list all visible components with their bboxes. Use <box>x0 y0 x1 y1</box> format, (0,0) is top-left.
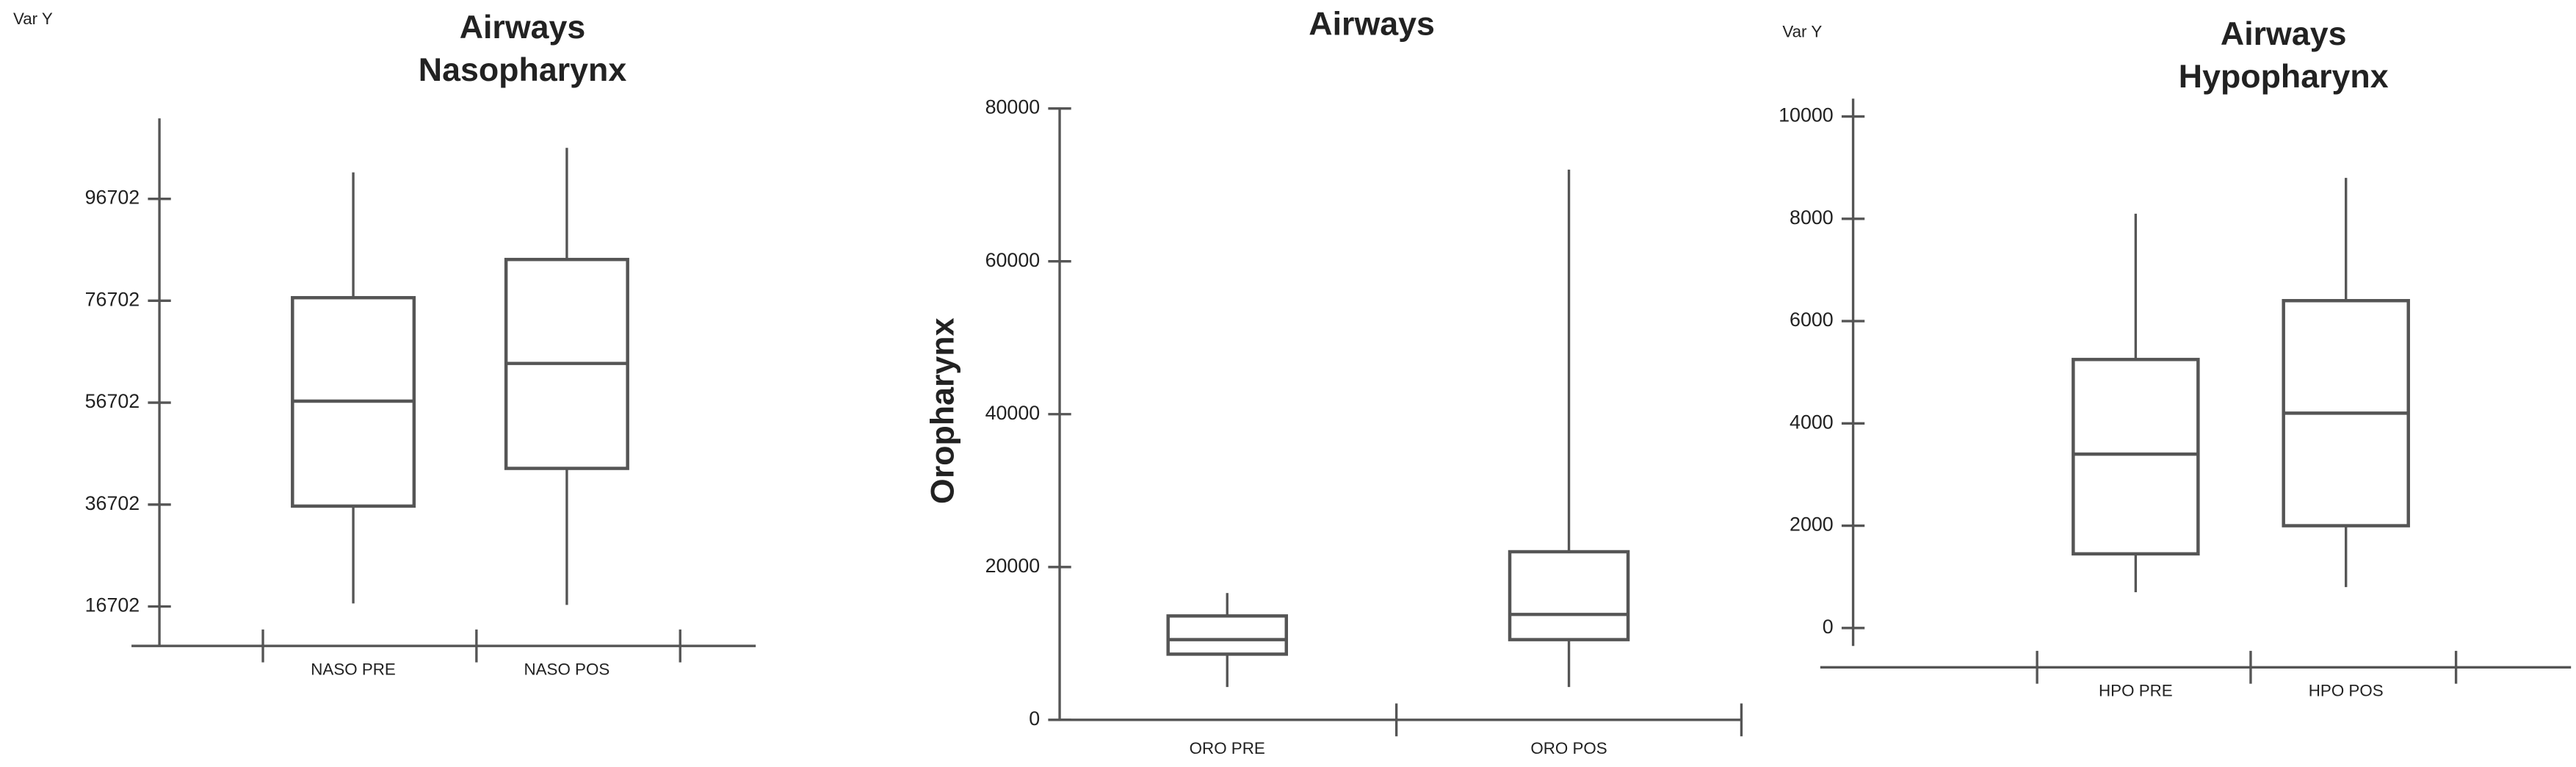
y-tick-label: 80000 <box>985 96 1041 118</box>
chart-title: Airways <box>1309 6 1435 43</box>
y-tick-label: 2000 <box>1790 514 1834 536</box>
x-tick-label: HPO POS <box>2309 682 2384 700</box>
y-tick-label: 10000 <box>1779 104 1834 126</box>
chart-title: Airways <box>2221 15 2347 52</box>
y-corner-label: Var Y <box>1782 23 1822 41</box>
chart-title: Airways <box>460 9 586 46</box>
x-tick-label: NASO PRE <box>311 660 396 679</box>
y-tick-label: 76702 <box>85 288 140 310</box>
y-tick-label: 16702 <box>85 594 140 616</box>
y-axis-label: Oropharynx <box>924 317 960 504</box>
y-tick-label: 96702 <box>85 187 140 209</box>
y-tick-label: 0 <box>1823 616 1834 638</box>
y-tick-label: 40000 <box>985 402 1041 424</box>
chart-subtitle: Nasopharynx <box>419 51 627 88</box>
y-tick-label: 36702 <box>85 492 140 514</box>
y-tick-label: 4000 <box>1790 411 1834 433</box>
chart-subtitle: Hypopharynx <box>2179 58 2389 95</box>
x-tick-label: ORO PRE <box>1190 739 1265 757</box>
y-tick-label: 20000 <box>985 555 1041 577</box>
y-tick-label: 0 <box>1029 707 1040 730</box>
y-tick-label: 56702 <box>85 390 140 412</box>
y-tick-label: 8000 <box>1790 206 1834 228</box>
box <box>1166 614 1289 656</box>
y-tick-label: 6000 <box>1790 309 1834 331</box>
y-corner-label: Var Y <box>13 10 53 28</box>
box <box>1508 550 1630 641</box>
x-tick-label: ORO POS <box>1530 739 1607 757</box>
box <box>2072 358 2200 556</box>
x-tick-label: HPO PRE <box>2099 682 2173 700</box>
y-tick-label: 60000 <box>985 249 1041 271</box>
x-tick-label: NASO POS <box>524 660 609 679</box>
